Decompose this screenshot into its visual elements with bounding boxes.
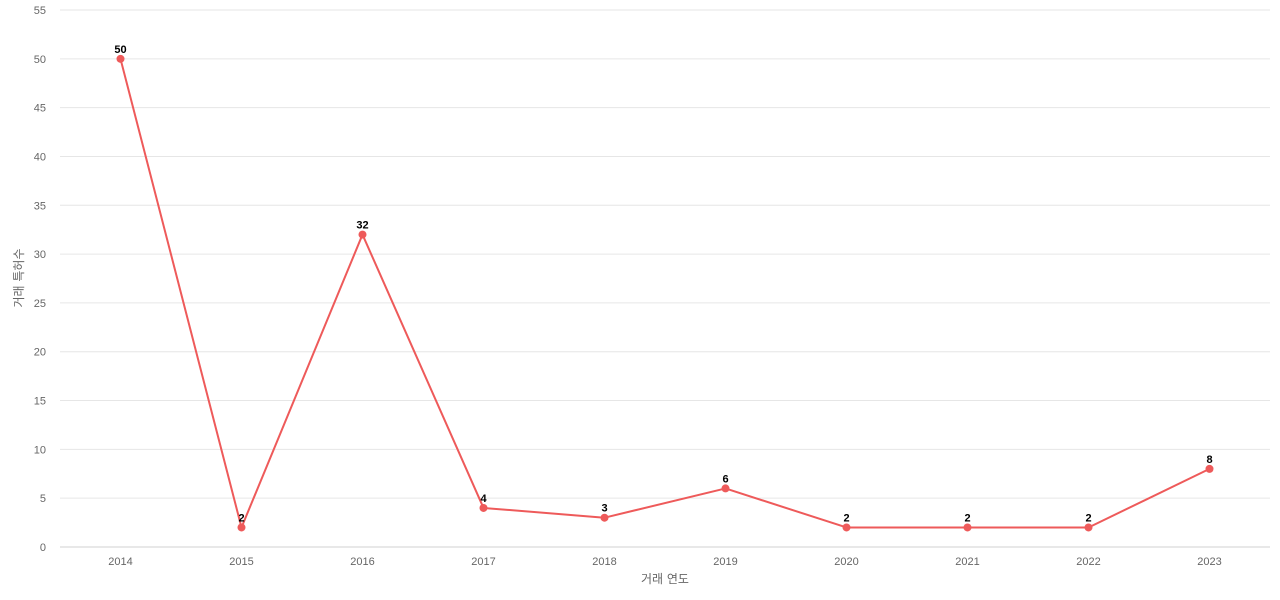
y-tick-label: 40 [34,151,46,163]
data-point[interactable] [721,484,730,493]
grid-lines [60,9,1270,548]
x-axis-ticks: 2014 2015 2016 2017 2018 2019 2020 2021 2022 2023 [108,556,1221,568]
x-tick-label: 2014 [108,556,132,568]
x-tick-label: 2023 [1197,556,1221,568]
data-point[interactable] [1084,523,1093,532]
series [116,54,1214,532]
y-axis-ticks: 0 5 10 15 20 25 30 35 40 45 50 55 [34,5,46,554]
y-tick-label: 30 [34,249,46,261]
data-point[interactable] [1205,464,1214,473]
y-tick-label: 45 [34,103,46,115]
x-tick-label: 2020 [834,556,858,568]
y-tick-label: 5 [40,493,46,505]
y-tick-label: 55 [34,5,46,17]
x-tick-label: 2016 [350,556,374,568]
x-tick-label: 2015 [229,556,253,568]
data-label: 50 [114,44,126,56]
y-tick-label: 20 [34,347,46,359]
data-label: 2 [964,512,970,524]
data-labels: 50 2 32 4 3 6 2 2 2 8 [114,44,1212,525]
y-tick-label: 50 [34,54,46,66]
data-point[interactable] [237,523,246,532]
series-line [119,58,1210,529]
data-point[interactable] [358,230,367,239]
y-tick-label: 10 [34,444,46,456]
x-tick-label: 2021 [955,556,979,568]
data-label: 3 [601,503,607,515]
data-label: 2 [238,512,244,524]
data-point[interactable] [116,54,125,63]
data-label: 2 [1085,512,1091,524]
x-axis-title: 거래 연도 [641,572,689,586]
data-point[interactable] [963,523,972,532]
data-label: 6 [722,473,728,485]
data-label: 32 [356,220,368,232]
data-point[interactable] [479,503,488,512]
data-label: 8 [1206,454,1212,466]
y-tick-label: 0 [40,542,46,554]
data-label: 4 [480,493,487,505]
x-tick-label: 2018 [592,556,616,568]
x-tick-label: 2022 [1076,556,1100,568]
data-point[interactable] [842,523,851,532]
y-tick-label: 15 [34,396,46,408]
y-tick-label: 35 [34,200,46,212]
data-label: 2 [843,512,849,524]
x-tick-label: 2019 [713,556,737,568]
x-tick-label: 2017 [471,556,495,568]
y-axis-title: 거래 특허수 [12,248,26,307]
data-point[interactable] [600,513,609,522]
y-tick-label: 25 [34,298,46,310]
